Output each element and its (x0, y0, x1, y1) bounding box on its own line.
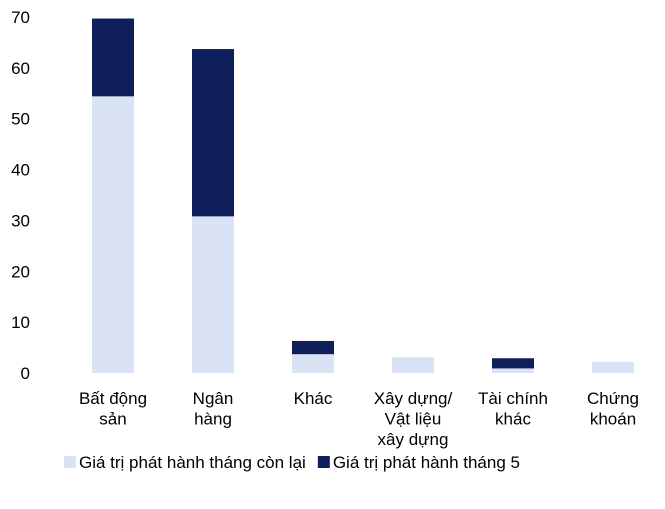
legend-swatch (64, 456, 76, 468)
bar-segment (292, 340, 334, 355)
x-tick-label: Xây dựng/Vật liệu xây dựng (374, 389, 453, 449)
legend-swatch (317, 456, 330, 468)
y-tick-label: 10 (11, 313, 30, 332)
legend-label: Giá trị phát hành tháng 5 (333, 453, 520, 472)
y-tick-label: 0 (21, 364, 30, 383)
x-tick-label: Khác (294, 389, 333, 408)
bar-segment (492, 368, 534, 373)
y-tick-label: 60 (11, 59, 30, 78)
x-tick-label: Bất động sản (79, 389, 147, 428)
bar-segment (192, 49, 234, 217)
bar-segment (192, 216, 234, 373)
bar-segment (492, 358, 534, 369)
bar-segment (592, 361, 634, 373)
legend-label: Giá trị phát hành tháng còn lại (79, 453, 306, 472)
bar-segment (392, 357, 434, 373)
y-tick-label: 50 (11, 110, 30, 129)
y-tick-label: 70 (11, 8, 30, 27)
x-tick-label: Tài chính khác (478, 389, 548, 428)
y-tick-label: 30 (11, 211, 30, 230)
bar-segment (292, 354, 334, 373)
y-tick-label: 40 (11, 161, 30, 180)
bar-segment (92, 96, 134, 373)
y-tick-label: 20 (11, 262, 30, 281)
bar-segment (92, 18, 134, 97)
x-tick-label: Chứng khoán (587, 389, 639, 428)
x-tick-label: Ngân hàng (193, 389, 234, 428)
